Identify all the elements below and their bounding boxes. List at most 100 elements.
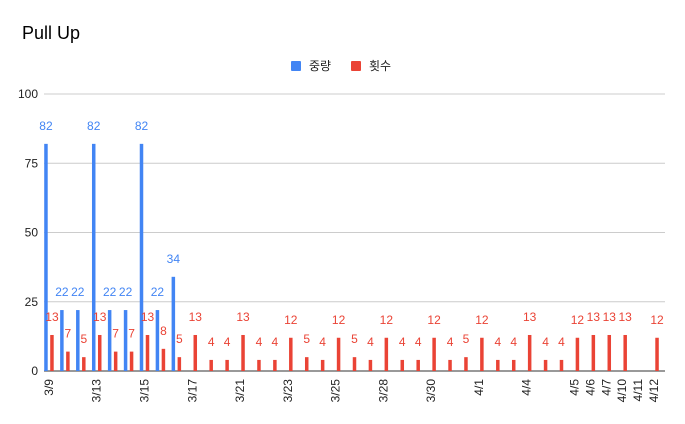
data-label: 22 xyxy=(71,285,85,299)
bar-reps xyxy=(368,359,373,371)
data-label: 4 xyxy=(224,335,231,349)
data-label: 13 xyxy=(93,310,107,324)
data-label: 4 xyxy=(367,335,374,349)
data-label: 13 xyxy=(189,310,203,324)
bar-reps xyxy=(273,359,277,371)
x-tick-label: 4/1 xyxy=(472,379,486,396)
bar-reps xyxy=(336,337,341,371)
data-label: 22 xyxy=(55,285,69,299)
data-label: 13 xyxy=(619,310,633,324)
bar-reps xyxy=(623,334,627,371)
bar-weight xyxy=(60,310,64,371)
x-tick-label: 4/6 xyxy=(583,379,597,396)
bar-reps xyxy=(66,351,70,371)
bar-reps xyxy=(607,334,612,371)
data-label: 7 xyxy=(65,327,72,341)
data-label: 13 xyxy=(236,310,250,324)
data-label: 13 xyxy=(587,310,601,324)
data-label: 4 xyxy=(256,335,263,349)
data-label: 4 xyxy=(319,335,326,349)
legend-label-weight: 중량 xyxy=(309,59,331,73)
bar-reps xyxy=(384,337,389,371)
bar-reps xyxy=(82,357,86,371)
chart-title: Pull Up xyxy=(22,23,80,43)
bar-reps xyxy=(496,359,500,371)
data-label: 4 xyxy=(510,335,517,349)
bar-weight xyxy=(123,310,128,371)
x-tick-label: 4/7 xyxy=(599,379,613,396)
data-label: 5 xyxy=(176,332,183,346)
y-tick-label: 100 xyxy=(18,87,38,101)
bar-reps xyxy=(655,337,659,371)
data-label: 5 xyxy=(463,332,470,346)
x-tick-label: 4/5 xyxy=(567,379,581,396)
bar-reps xyxy=(527,334,532,371)
legend-swatch-reps xyxy=(351,61,361,71)
bar-reps xyxy=(320,359,325,371)
data-label: 4 xyxy=(399,335,406,349)
x-tick-label: 3/17 xyxy=(185,379,199,403)
bar-reps xyxy=(161,348,166,371)
data-label: 4 xyxy=(208,335,215,349)
data-label: 4 xyxy=(447,335,454,349)
data-label: 12 xyxy=(284,313,298,327)
bar-reps xyxy=(50,334,54,371)
data-label: 5 xyxy=(303,332,310,346)
bar-weight xyxy=(44,143,48,371)
bar-reps xyxy=(543,359,548,371)
x-tick-label: 3/28 xyxy=(376,379,390,403)
bar-reps xyxy=(145,334,150,371)
gridlines xyxy=(44,93,665,372)
bar-reps xyxy=(241,334,245,371)
data-label: 22 xyxy=(151,285,165,299)
x-tick-label: 3/25 xyxy=(329,379,343,403)
bars xyxy=(44,143,659,371)
bar-reps xyxy=(575,337,580,371)
y-tick-label: 25 xyxy=(25,295,39,309)
bar-reps xyxy=(464,357,468,371)
data-label: 12 xyxy=(427,313,441,327)
x-tick-label: 4/10 xyxy=(615,379,629,403)
data-label: 22 xyxy=(119,285,133,299)
bar-weight xyxy=(76,310,80,371)
data-label: 34 xyxy=(167,252,181,266)
bar-reps xyxy=(352,357,357,371)
y-tick-label: 0 xyxy=(31,364,38,378)
data-label: 13 xyxy=(523,310,537,324)
legend: 중량 횟수 xyxy=(291,59,391,73)
y-axis-ticks: 0 25 50 75 100 xyxy=(18,87,38,378)
bar-weight xyxy=(91,143,96,371)
x-tick-label: 3/15 xyxy=(138,379,152,403)
y-tick-label: 75 xyxy=(25,156,39,170)
bar-reps xyxy=(511,359,516,371)
bar-reps xyxy=(400,359,405,371)
data-label: 82 xyxy=(135,119,149,133)
bar-reps xyxy=(113,351,118,371)
bar-reps xyxy=(432,337,436,371)
data-label: 5 xyxy=(351,332,358,346)
bar-reps xyxy=(448,359,452,371)
data-label: 5 xyxy=(80,332,87,346)
bar-reps xyxy=(209,359,213,371)
bar-reps xyxy=(559,359,564,371)
bar-reps xyxy=(97,334,102,371)
bar-reps xyxy=(193,334,198,371)
data-label: 7 xyxy=(128,327,135,341)
data-label: 12 xyxy=(571,313,585,327)
legend-swatch-weight xyxy=(291,61,301,71)
x-tick-label: 3/23 xyxy=(281,379,295,403)
data-label: 4 xyxy=(272,335,279,349)
data-label: 12 xyxy=(475,313,489,327)
x-tick-label: 4/12 xyxy=(647,379,661,403)
x-tick-label: 3/21 xyxy=(233,379,247,403)
bar-reps xyxy=(257,359,261,371)
data-label: 82 xyxy=(39,119,53,133)
data-label: 8 xyxy=(160,324,167,338)
x-tick-label: 3/9 xyxy=(42,379,56,396)
bar-weight xyxy=(171,276,176,371)
bar-reps xyxy=(129,351,134,371)
data-label: 7 xyxy=(112,327,119,341)
legend-label-reps: 횟수 xyxy=(369,59,391,73)
